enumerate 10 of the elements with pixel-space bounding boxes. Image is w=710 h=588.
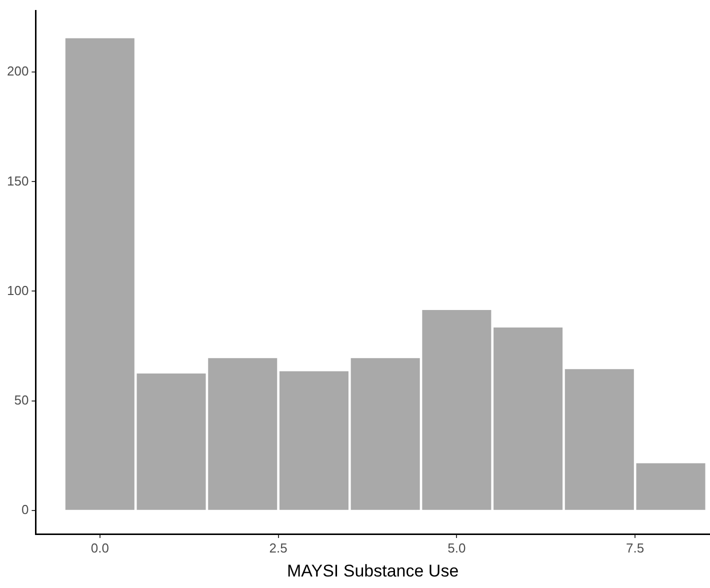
y-tick-label: 150 xyxy=(6,173,29,188)
x-tick-label: 5.0 xyxy=(448,540,466,556)
y-tick-label: 0 xyxy=(21,502,29,517)
x-axis-title: MAYSI Substance Use xyxy=(287,561,459,580)
y-tick-label: 200 xyxy=(6,64,29,79)
x-tick-label: 2.5 xyxy=(269,540,288,556)
y-tick-label: 50 xyxy=(14,392,29,408)
x-tick-label: 7.5 xyxy=(626,540,644,556)
x-tick-label: 0.0 xyxy=(90,540,109,556)
y-tick-label: 100 xyxy=(6,282,29,298)
